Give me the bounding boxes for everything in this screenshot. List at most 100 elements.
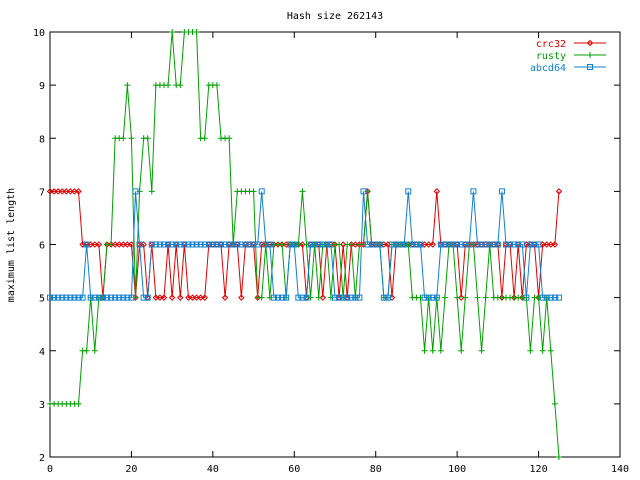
data-point	[47, 294, 53, 301]
data-point	[270, 294, 277, 301]
data-point	[221, 294, 229, 301]
data-point	[91, 241, 98, 248]
data-point	[360, 188, 367, 195]
y-tick-label: 4	[39, 347, 45, 358]
data-point	[478, 347, 485, 354]
x-tick-label: 0	[47, 464, 53, 475]
y-tick-label: 9	[39, 81, 45, 92]
data-point	[319, 241, 326, 248]
y-axis-label: maximum list length	[6, 188, 17, 302]
data-point	[474, 294, 481, 301]
data-point	[336, 241, 343, 248]
data-point	[193, 294, 200, 301]
data-point	[287, 241, 294, 248]
data-point	[99, 294, 106, 301]
data-point	[79, 294, 86, 301]
data-point	[586, 39, 594, 47]
data-point	[177, 82, 184, 89]
data-point	[67, 294, 74, 301]
data-point	[205, 241, 212, 248]
data-point	[50, 188, 58, 195]
data-point	[299, 241, 306, 248]
data-point	[327, 241, 334, 248]
data-point	[450, 241, 457, 248]
data-point	[95, 241, 103, 248]
data-point	[547, 294, 554, 301]
data-point	[307, 241, 314, 248]
data-point	[490, 241, 497, 248]
data-point	[234, 241, 241, 248]
y-tick-label: 10	[33, 28, 45, 39]
data-point	[527, 347, 534, 354]
data-point	[551, 241, 559, 248]
data-point	[83, 347, 90, 354]
data-point	[75, 400, 82, 407]
data-point	[458, 241, 465, 248]
data-point	[173, 241, 180, 248]
data-point	[523, 294, 530, 301]
data-point	[51, 294, 58, 301]
data-point	[380, 294, 387, 301]
data-point	[120, 294, 127, 301]
legend-label: rusty	[536, 51, 566, 62]
legend-label: abcd64	[530, 63, 566, 74]
data-point	[189, 241, 196, 248]
data-point	[437, 241, 444, 248]
data-point	[437, 347, 444, 354]
data-point	[494, 241, 501, 248]
data-point	[213, 241, 220, 248]
data-point	[336, 294, 343, 301]
data-point	[421, 347, 428, 354]
data-point	[323, 241, 330, 248]
data-point	[160, 294, 168, 301]
data-point	[201, 294, 208, 301]
data-point	[543, 294, 550, 301]
data-point	[498, 188, 505, 195]
data-point	[441, 241, 448, 248]
data-point	[393, 241, 400, 248]
data-point	[511, 241, 518, 248]
series-layer	[46, 29, 563, 460]
data-point	[128, 294, 135, 301]
data-point	[63, 188, 70, 195]
x-tick-label: 120	[530, 464, 548, 475]
data-point	[213, 82, 220, 89]
data-point	[543, 241, 550, 248]
data-point	[230, 241, 237, 248]
x-tick-label: 100	[448, 464, 466, 475]
x-tick-label: 80	[370, 464, 382, 475]
data-point	[46, 188, 54, 195]
data-point	[144, 135, 151, 142]
data-point	[242, 241, 249, 248]
data-point	[83, 241, 90, 248]
data-point	[429, 241, 436, 248]
data-point	[201, 135, 208, 142]
data-point	[348, 241, 355, 248]
series-line	[50, 31, 560, 458]
data-point	[364, 241, 371, 248]
x-tick-label: 140	[611, 464, 629, 475]
y-tick-label: 7	[39, 187, 45, 198]
data-point	[218, 241, 224, 248]
data-point	[283, 294, 290, 301]
data-point	[527, 241, 534, 248]
y-tick-label: 8	[39, 134, 45, 145]
data-point	[389, 241, 395, 248]
data-point	[356, 294, 363, 301]
data-point	[169, 29, 176, 35]
data-point	[59, 188, 66, 195]
data-point	[144, 294, 151, 301]
data-point	[197, 294, 204, 301]
data-point	[128, 135, 135, 142]
data-point	[348, 294, 355, 301]
data-point	[258, 188, 265, 195]
y-tick-label: 2	[39, 453, 45, 464]
x-tick-label: 20	[125, 464, 137, 475]
data-point	[482, 241, 489, 248]
y-tick-label: 3	[39, 400, 45, 411]
data-point	[124, 82, 131, 89]
data-point	[547, 241, 554, 248]
data-point	[462, 294, 469, 301]
data-point	[454, 294, 461, 301]
